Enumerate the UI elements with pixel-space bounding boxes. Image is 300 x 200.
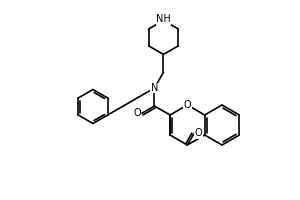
Text: N: N <box>151 83 158 93</box>
Text: O: O <box>195 128 203 138</box>
Text: O: O <box>133 108 141 118</box>
Text: O: O <box>184 100 191 110</box>
Text: NH: NH <box>156 14 171 24</box>
